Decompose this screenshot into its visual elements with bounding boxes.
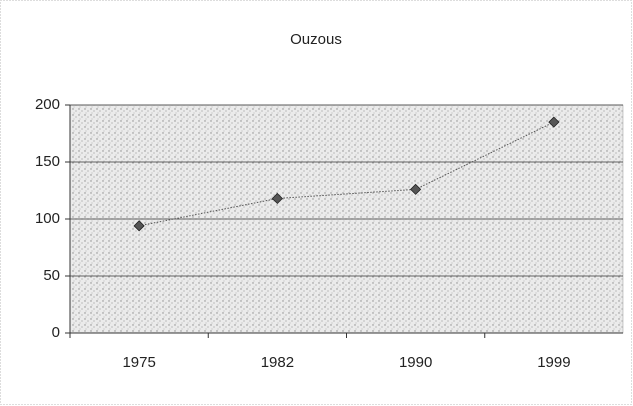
marker [548,116,560,128]
y-tick-label: 100 [35,210,60,227]
marker [133,220,145,232]
y-tick-label: 50 [43,267,60,284]
x-tick-label: 1975 [122,354,155,371]
marker [410,183,422,195]
y-tick-label: 200 [35,96,60,113]
x-tick-label: 1999 [537,354,570,371]
chart-title: Ouzous [290,31,342,48]
y-tick-label: 0 [52,324,60,341]
y-tick-label: 150 [35,153,60,170]
series-line [139,121,555,227]
x-tick-label: 1982 [261,354,294,371]
x-tick-label: 1990 [399,354,432,371]
marker [271,192,283,205]
